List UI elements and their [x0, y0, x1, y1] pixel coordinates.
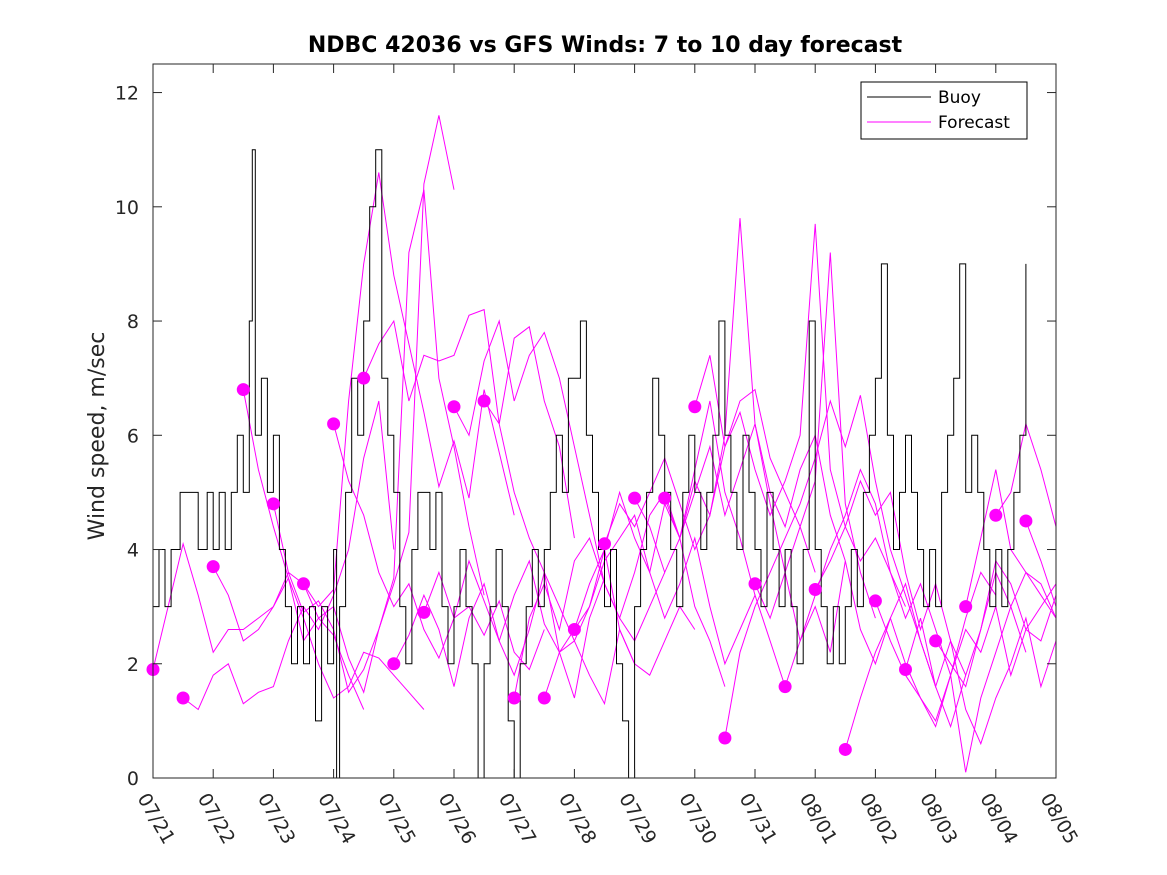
forecast-line — [814, 479, 1027, 677]
forecast-line — [303, 172, 515, 608]
forecast-line — [1025, 520, 1057, 607]
forecast-marker — [688, 400, 702, 414]
y-tick-label: 0 — [127, 768, 139, 790]
chart-title: NDBC 42036 vs GFS Winds: 7 to 10 day for… — [308, 33, 903, 58]
y-tick-label: 10 — [115, 197, 139, 219]
y-tick-label: 2 — [127, 654, 139, 676]
forecast-marker — [447, 400, 461, 414]
forecast-line — [212, 566, 425, 710]
forecast-line — [272, 189, 485, 694]
y-tick-label: 6 — [127, 425, 139, 447]
plot-background — [153, 64, 1056, 778]
forecast-marker — [507, 691, 521, 705]
forecast-line — [664, 252, 876, 619]
forecast-marker — [206, 560, 220, 574]
forecast-marker — [537, 691, 551, 705]
y-tick-label: 8 — [127, 311, 139, 333]
forecast-marker — [598, 537, 611, 551]
forecast-marker — [567, 622, 581, 636]
forecast-marker — [266, 497, 280, 511]
forecast-marker — [628, 491, 642, 505]
forecast-line — [573, 513, 786, 687]
forecast-line — [242, 115, 455, 694]
forecast-marker — [327, 417, 341, 431]
forecast-marker — [658, 491, 672, 505]
y-axis-label: Wind speed, m/sec — [85, 332, 110, 541]
series-layer — [146, 115, 1057, 779]
forecast-marker — [176, 691, 190, 705]
forecast-marker — [357, 371, 371, 385]
forecast-marker — [959, 600, 973, 614]
forecast-marker — [477, 394, 491, 408]
legend-forecast-label: Forecast — [938, 113, 1010, 133]
forecast-marker — [1019, 514, 1033, 528]
buoy-line — [153, 149, 1027, 779]
forecast-line — [182, 400, 395, 711]
forecast-marker — [808, 583, 822, 597]
y-tick-label: 12 — [115, 83, 139, 105]
legend: Buoy Forecast — [860, 81, 1028, 140]
forecast-marker — [929, 634, 943, 648]
forecast-marker — [838, 742, 852, 756]
forecast-line — [333, 423, 545, 671]
forecast-line — [905, 616, 1057, 746]
forecast-marker — [989, 508, 1003, 522]
legend-box — [860, 81, 1028, 140]
forecast-line — [483, 400, 696, 706]
forecast-marker — [297, 577, 310, 591]
forecast-line — [152, 541, 365, 710]
forecast-line — [513, 491, 726, 699]
forecast-marker — [236, 383, 250, 397]
forecast-marker — [417, 605, 431, 619]
forecast-line — [363, 308, 575, 539]
forecast-marker — [778, 680, 792, 694]
y-tick-label: 4 — [127, 540, 139, 562]
forecast-line — [754, 560, 967, 729]
forecast-marker — [899, 662, 912, 676]
forecast-marker — [748, 577, 762, 591]
legend-buoy-label: Buoy — [938, 88, 981, 108]
forecast-marker — [387, 657, 401, 671]
forecast-marker — [868, 594, 882, 608]
forecast-line — [634, 218, 846, 574]
axes-box — [152, 63, 1057, 779]
forecast-marker — [718, 731, 732, 745]
forecast-line — [453, 319, 666, 642]
